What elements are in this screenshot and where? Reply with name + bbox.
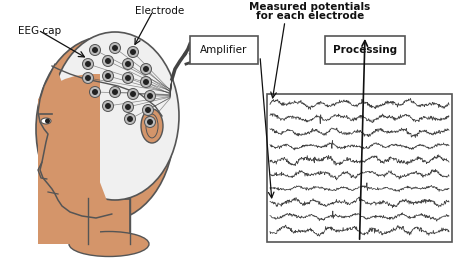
Circle shape — [45, 118, 50, 124]
Circle shape — [92, 47, 98, 53]
Circle shape — [128, 47, 138, 58]
Circle shape — [105, 73, 111, 79]
Circle shape — [140, 76, 152, 87]
Circle shape — [130, 49, 136, 55]
Circle shape — [125, 75, 131, 81]
Circle shape — [92, 89, 98, 95]
Circle shape — [105, 58, 111, 64]
Ellipse shape — [41, 118, 51, 124]
Circle shape — [143, 66, 149, 72]
Circle shape — [82, 73, 93, 84]
Polygon shape — [38, 74, 100, 244]
Circle shape — [145, 116, 155, 127]
Circle shape — [125, 61, 131, 67]
Text: EEG cap: EEG cap — [18, 26, 61, 36]
Circle shape — [122, 73, 134, 84]
Ellipse shape — [36, 36, 174, 221]
Circle shape — [112, 89, 118, 95]
Circle shape — [105, 103, 111, 109]
Circle shape — [85, 61, 91, 67]
Circle shape — [102, 70, 113, 81]
Text: Processing: Processing — [333, 45, 397, 55]
Ellipse shape — [141, 109, 163, 143]
Bar — [325, 36, 405, 64]
Circle shape — [85, 75, 91, 81]
Text: Electrode: Electrode — [136, 6, 185, 16]
Circle shape — [122, 59, 134, 70]
Circle shape — [147, 93, 153, 99]
Polygon shape — [38, 64, 112, 218]
Circle shape — [145, 90, 155, 101]
Circle shape — [128, 89, 138, 99]
Ellipse shape — [69, 232, 149, 256]
Circle shape — [145, 107, 151, 113]
Ellipse shape — [51, 32, 179, 200]
Bar — [267, 94, 452, 242]
Circle shape — [143, 104, 154, 116]
Circle shape — [125, 113, 136, 124]
Circle shape — [130, 91, 136, 97]
Text: Amplifier: Amplifier — [201, 45, 248, 55]
Circle shape — [147, 119, 153, 125]
Bar — [190, 36, 258, 64]
Circle shape — [122, 101, 134, 113]
Circle shape — [82, 59, 93, 70]
Circle shape — [125, 104, 131, 110]
Circle shape — [102, 56, 113, 67]
Text: Measured potentials: Measured potentials — [249, 2, 371, 12]
Circle shape — [109, 42, 120, 53]
Circle shape — [127, 116, 133, 122]
Circle shape — [143, 79, 149, 85]
Circle shape — [90, 87, 100, 98]
Circle shape — [109, 87, 120, 98]
Polygon shape — [88, 199, 130, 244]
Circle shape — [102, 101, 113, 112]
Text: for each electrode: for each electrode — [256, 11, 364, 21]
Circle shape — [90, 44, 100, 56]
Circle shape — [112, 45, 118, 51]
Circle shape — [140, 64, 152, 75]
